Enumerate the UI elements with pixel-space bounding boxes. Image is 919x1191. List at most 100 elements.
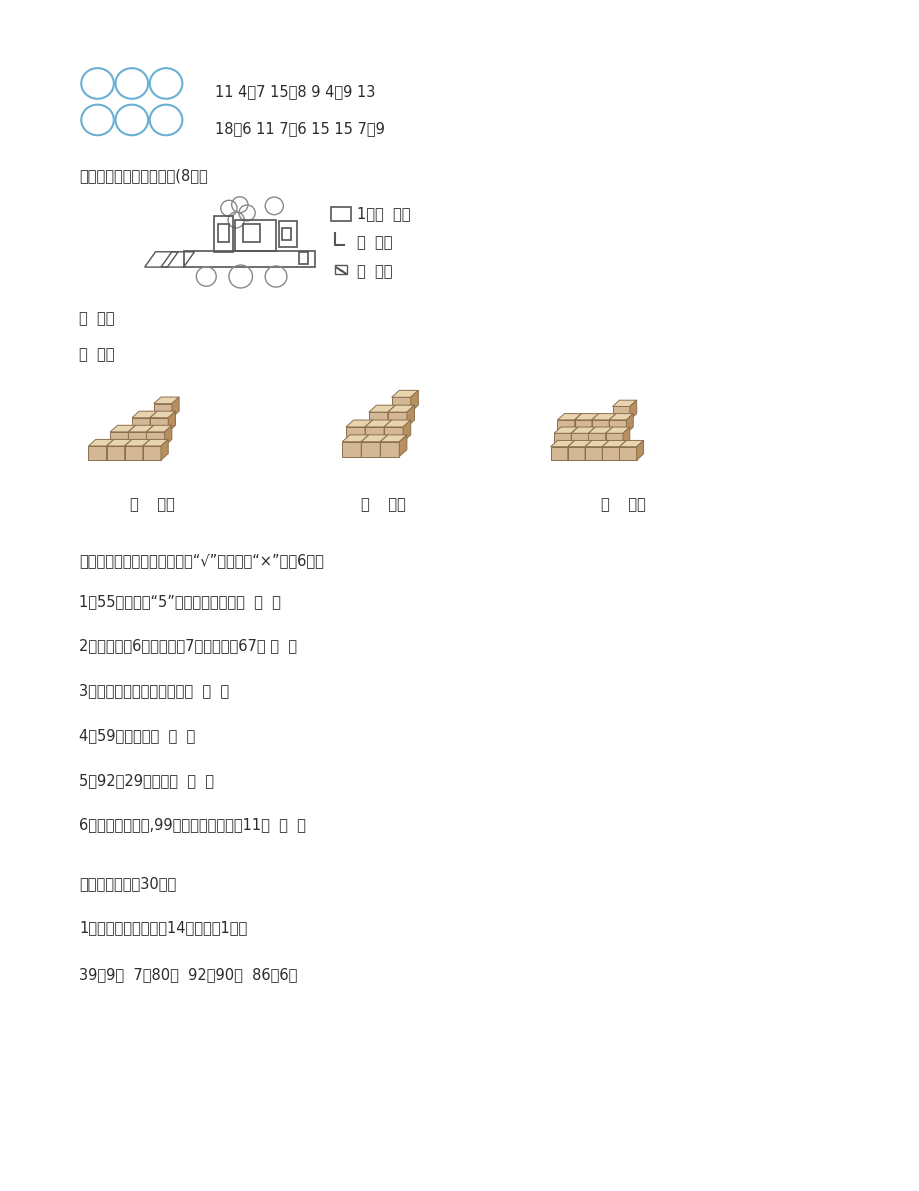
Text: （    ）块: （ ）块 bbox=[360, 498, 405, 512]
Polygon shape bbox=[406, 405, 414, 426]
Polygon shape bbox=[591, 413, 616, 420]
Bar bbox=[184, 250, 314, 267]
Polygon shape bbox=[636, 441, 643, 460]
Polygon shape bbox=[550, 447, 567, 460]
Text: 2、各位上是6，十位上是7，这个数是67。 （  ）: 2、各位上是6，十位上是7，这个数是67。 （ ） bbox=[79, 638, 297, 654]
Text: 1、直接写出得数。（14分，每题1分）: 1、直接写出得数。（14分，每题1分） bbox=[79, 919, 247, 935]
Polygon shape bbox=[168, 411, 176, 432]
Polygon shape bbox=[618, 441, 643, 447]
Polygon shape bbox=[403, 420, 410, 442]
Polygon shape bbox=[129, 432, 146, 445]
Polygon shape bbox=[361, 442, 380, 456]
Polygon shape bbox=[129, 425, 153, 432]
Bar bbox=[282, 229, 291, 241]
Bar bbox=[299, 251, 308, 263]
Polygon shape bbox=[369, 412, 388, 426]
Bar bbox=[244, 224, 259, 242]
Polygon shape bbox=[131, 411, 157, 418]
Polygon shape bbox=[588, 428, 595, 447]
Polygon shape bbox=[588, 434, 605, 447]
Polygon shape bbox=[342, 435, 369, 442]
Text: 5、92比29多得多。  （  ）: 5、92比29多得多。 （ ） bbox=[79, 773, 214, 787]
Text: 4、59读作五九。  （  ）: 4、59读作五九。 （ ） bbox=[79, 728, 196, 743]
Polygon shape bbox=[574, 420, 591, 434]
Polygon shape bbox=[391, 398, 410, 412]
Polygon shape bbox=[557, 420, 574, 434]
Polygon shape bbox=[399, 435, 406, 456]
Polygon shape bbox=[125, 439, 150, 445]
Polygon shape bbox=[383, 420, 391, 442]
Polygon shape bbox=[150, 418, 168, 432]
Polygon shape bbox=[605, 434, 622, 447]
Text: （  ）个: （ ）个 bbox=[79, 311, 115, 326]
Polygon shape bbox=[88, 445, 107, 460]
Polygon shape bbox=[146, 425, 153, 445]
Text: 1、（  ）个: 1、（ ）个 bbox=[357, 206, 410, 222]
Text: 39－9＝  7＋80＝  92－90＝  86－6＝: 39－9＝ 7＋80＝ 92－90＝ 86－6＝ bbox=[79, 967, 298, 983]
Bar bbox=[235, 220, 276, 250]
Polygon shape bbox=[125, 439, 131, 460]
Bar bbox=[213, 217, 233, 251]
Polygon shape bbox=[165, 425, 172, 445]
Polygon shape bbox=[142, 445, 161, 460]
Polygon shape bbox=[410, 391, 418, 412]
Polygon shape bbox=[605, 428, 612, 447]
Polygon shape bbox=[626, 413, 632, 434]
Polygon shape bbox=[618, 447, 636, 460]
Polygon shape bbox=[110, 432, 129, 445]
Polygon shape bbox=[150, 411, 176, 418]
Bar bbox=[278, 222, 297, 247]
Polygon shape bbox=[602, 441, 608, 460]
Polygon shape bbox=[388, 405, 395, 426]
Text: （    ）块: （ ）块 bbox=[600, 498, 645, 512]
Polygon shape bbox=[107, 445, 125, 460]
Text: 18－6 11 7＋6 15 15 7＋9: 18－6 11 7＋6 15 15 7＋9 bbox=[215, 120, 385, 136]
Polygon shape bbox=[107, 439, 114, 460]
Polygon shape bbox=[608, 413, 616, 434]
Polygon shape bbox=[110, 425, 135, 432]
Polygon shape bbox=[388, 405, 414, 412]
Text: 二、看图数数，填数字。(8分）: 二、看图数数，填数字。(8分） bbox=[79, 168, 208, 182]
Polygon shape bbox=[557, 413, 581, 420]
Polygon shape bbox=[153, 404, 172, 418]
Polygon shape bbox=[567, 447, 584, 460]
Polygon shape bbox=[591, 413, 598, 434]
Polygon shape bbox=[388, 412, 406, 426]
Polygon shape bbox=[574, 413, 581, 434]
Polygon shape bbox=[380, 435, 406, 442]
Polygon shape bbox=[172, 397, 179, 418]
Polygon shape bbox=[125, 445, 142, 460]
Polygon shape bbox=[553, 434, 571, 447]
Polygon shape bbox=[369, 405, 395, 412]
Polygon shape bbox=[142, 439, 168, 445]
Polygon shape bbox=[584, 447, 602, 460]
Polygon shape bbox=[605, 428, 630, 434]
Polygon shape bbox=[88, 439, 114, 445]
Text: 1、55中的两个“5”表示的意义相同。  （  ）: 1、55中的两个“5”表示的意义相同。 （ ） bbox=[79, 594, 281, 609]
Polygon shape bbox=[383, 420, 410, 426]
Polygon shape bbox=[161, 439, 168, 460]
Polygon shape bbox=[365, 420, 391, 426]
Polygon shape bbox=[365, 426, 383, 442]
Polygon shape bbox=[380, 442, 399, 456]
Polygon shape bbox=[571, 428, 577, 447]
Polygon shape bbox=[567, 441, 591, 447]
Polygon shape bbox=[142, 439, 150, 460]
Polygon shape bbox=[391, 391, 418, 398]
Polygon shape bbox=[602, 441, 626, 447]
Bar bbox=[218, 224, 229, 242]
Polygon shape bbox=[618, 441, 626, 460]
Polygon shape bbox=[150, 411, 157, 432]
Polygon shape bbox=[346, 420, 372, 426]
Bar bbox=[335, 264, 346, 274]
Polygon shape bbox=[153, 397, 179, 404]
Text: 3、读数和写数都从高位起。  （  ）: 3、读数和写数都从高位起。 （ ） bbox=[79, 684, 230, 698]
Text: （    ）块: （ ）块 bbox=[130, 498, 174, 512]
Polygon shape bbox=[608, 413, 632, 420]
Polygon shape bbox=[107, 439, 131, 445]
Polygon shape bbox=[602, 447, 618, 460]
Polygon shape bbox=[571, 434, 588, 447]
Polygon shape bbox=[553, 428, 577, 434]
Text: 11 4＋7 15－8 9 4＋9 13: 11 4＋7 15－8 9 4＋9 13 bbox=[215, 85, 375, 99]
Polygon shape bbox=[612, 400, 636, 406]
